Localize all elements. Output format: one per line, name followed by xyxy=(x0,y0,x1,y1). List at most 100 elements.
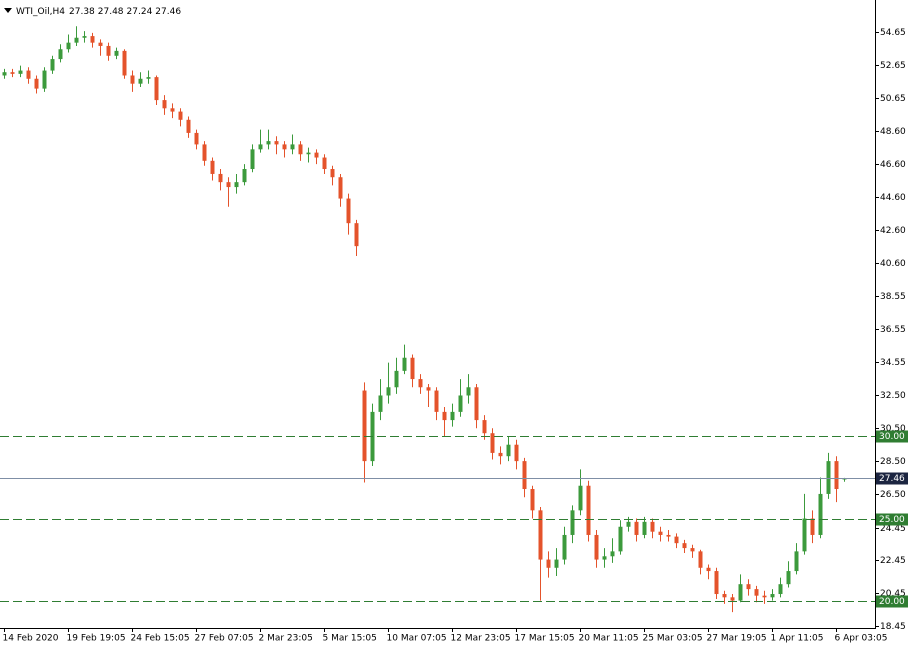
candle-body xyxy=(82,36,87,38)
candle-body xyxy=(474,387,479,421)
candle-body xyxy=(578,485,583,511)
candle-body xyxy=(818,493,823,535)
candle-body xyxy=(674,536,679,544)
y-tick-label: 28.50 xyxy=(880,457,906,467)
x-tick-label: 20 Mar 11:05 xyxy=(579,634,639,644)
candle-body xyxy=(658,531,663,535)
candle-body xyxy=(530,489,535,511)
candle-body xyxy=(210,160,215,174)
candle-body xyxy=(778,584,783,595)
y-tick-label: 26.50 xyxy=(880,490,906,500)
candle-body xyxy=(802,518,807,552)
candle-body xyxy=(378,395,383,412)
level-label-box xyxy=(876,513,908,526)
candle-body xyxy=(442,411,447,421)
chart-header: WTI_Oil,H4 27.38 27.48 27.24 27.46 xyxy=(16,7,181,17)
candle-body xyxy=(506,444,511,457)
header-close: 27.46 xyxy=(155,7,181,17)
x-tick-label: 6 Apr 03:05 xyxy=(835,634,888,644)
candle-body xyxy=(738,584,743,601)
candle-body xyxy=(754,589,759,596)
candle-body xyxy=(714,571,719,595)
candle-body xyxy=(410,357,415,380)
candle-body xyxy=(514,444,519,462)
candle-body xyxy=(226,182,231,188)
candle-body xyxy=(114,50,119,56)
candle-body xyxy=(594,534,599,560)
price-label: 27.46 xyxy=(879,474,905,484)
header-open: 27.38 xyxy=(69,7,95,17)
candle-body xyxy=(98,42,103,46)
candle-body xyxy=(138,78,143,84)
x-tick-label: 5 Mar 15:05 xyxy=(323,634,377,644)
x-tick-label: 24 Feb 15:05 xyxy=(131,634,190,644)
candle-body xyxy=(730,597,735,601)
x-tick-label: 19 Feb 19:05 xyxy=(67,634,126,644)
candle-body xyxy=(666,534,671,537)
candle-body xyxy=(538,510,543,560)
level-label-box xyxy=(876,430,908,443)
candle-body xyxy=(66,42,71,50)
candle-body xyxy=(810,518,815,535)
candle-body xyxy=(786,571,791,585)
candle-body xyxy=(690,548,695,552)
symbol: WTI_Oil,H4 xyxy=(16,7,65,17)
candle-body xyxy=(586,485,591,535)
candle-body xyxy=(338,177,343,199)
candle-body xyxy=(26,70,31,79)
y-tick-label: 52.65 xyxy=(880,61,906,71)
header-low: 27.24 xyxy=(127,7,153,17)
candle-body xyxy=(466,387,471,396)
candle-body xyxy=(58,49,63,60)
y-tick-label: 46.60 xyxy=(880,160,906,170)
x-tick-label: 1 Apr 11:05 xyxy=(771,634,824,644)
candle-body xyxy=(434,390,439,412)
candle-body xyxy=(634,521,639,535)
candle-body xyxy=(362,390,367,462)
x-tick-label: 27 Mar 19:05 xyxy=(707,634,767,644)
y-tick-label: 40.60 xyxy=(880,259,906,269)
candle-body xyxy=(682,543,687,549)
x-tick-label: 2 Mar 23:05 xyxy=(259,634,313,644)
candle-body xyxy=(722,594,727,598)
candle-body xyxy=(178,111,183,120)
y-tick-label: 22.45 xyxy=(880,556,906,566)
candle-body xyxy=(90,36,95,43)
candle-body xyxy=(650,521,655,532)
y-tick-label: 54.65 xyxy=(880,28,906,38)
header-high: 27.48 xyxy=(98,7,124,17)
candle-body xyxy=(642,521,647,535)
candle-body xyxy=(418,379,423,388)
candle-body xyxy=(394,370,399,388)
candle-body xyxy=(458,395,463,412)
candle-body xyxy=(170,108,175,112)
y-tick-label: 34.55 xyxy=(880,358,906,368)
candle-body xyxy=(346,198,351,224)
candle-body xyxy=(450,411,455,421)
candle-body xyxy=(770,594,775,598)
candle-body xyxy=(154,77,159,101)
candle-body xyxy=(242,169,247,183)
candle-body xyxy=(146,77,151,79)
candle-body xyxy=(522,461,527,490)
candle-body xyxy=(602,556,607,560)
menu-arrow xyxy=(4,8,12,13)
y-tick-label: 18.45 xyxy=(880,622,906,632)
candle-body xyxy=(546,559,551,568)
candle-body xyxy=(186,119,191,133)
x-tick-label: 17 Mar 15:05 xyxy=(515,634,575,644)
candle-body xyxy=(234,182,239,188)
price-label-box xyxy=(876,472,908,485)
candle-body xyxy=(122,50,127,76)
candle-body xyxy=(354,223,359,247)
candle-body xyxy=(250,149,255,170)
candle-body xyxy=(282,144,287,150)
candle-body xyxy=(762,595,767,598)
y-tick-label: 42.60 xyxy=(880,226,906,236)
y-tick-label: 50.65 xyxy=(880,94,906,104)
candle-body xyxy=(626,521,631,527)
candle-body xyxy=(194,132,199,145)
